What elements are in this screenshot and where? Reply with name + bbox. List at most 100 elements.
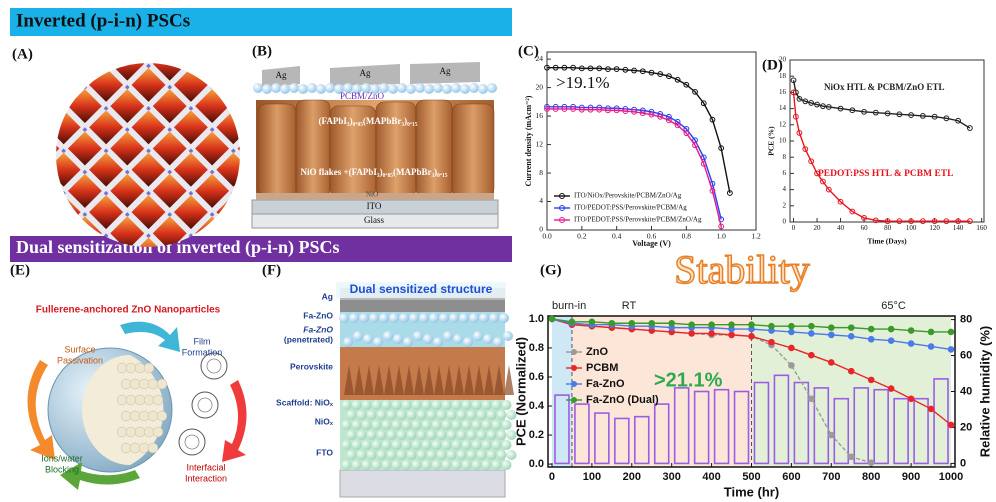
sphere	[413, 331, 423, 341]
chart: burn-inRT65°C010020030040050060070080090…	[513, 247, 992, 499]
base-layer	[340, 470, 505, 497]
x-tick-label: 900	[902, 471, 920, 483]
sphere	[502, 400, 512, 410]
panel-label: (B)	[252, 43, 272, 59]
sphere	[462, 460, 472, 470]
layer-label: Ag	[276, 70, 287, 80]
sphere	[402, 400, 412, 410]
sphere	[372, 460, 382, 470]
sphere	[503, 331, 513, 341]
sphere	[399, 313, 409, 323]
series-label: PEDOT:PSS HTL & PCBM ETL	[818, 169, 953, 179]
layer-label: FTO	[316, 447, 333, 457]
sphere	[502, 420, 512, 430]
data-point	[928, 344, 934, 350]
sphere	[462, 440, 472, 450]
sphere	[477, 430, 487, 440]
y2-tick-label: 20	[960, 421, 972, 433]
chart-title: Stability	[674, 247, 810, 292]
y-tick-label: 18	[779, 72, 787, 80]
sphere	[352, 440, 362, 450]
series-label: NiOx HTL & PCBM/ZnO ETL	[824, 82, 945, 92]
legend-marker	[572, 350, 577, 355]
legend-label: ITO/PEDOT:PSS/Perovskite/PCBM/ZnO/Ag	[574, 216, 702, 224]
x-tick-label: 1.2	[751, 231, 761, 240]
x-tick-label: 120	[929, 224, 940, 232]
x-tick-label: 20	[814, 224, 822, 232]
illustration-label: Surface	[64, 344, 95, 354]
sphere	[417, 450, 427, 460]
data-point	[888, 326, 894, 332]
sphere	[483, 334, 493, 344]
sphere	[432, 400, 442, 410]
sphere	[433, 83, 443, 93]
data-point	[809, 323, 815, 329]
data-point	[769, 323, 775, 329]
y-tick-label: 0.0	[529, 458, 544, 470]
data-point	[908, 341, 914, 347]
data-point	[809, 352, 815, 358]
sphere	[387, 450, 397, 460]
x-tick-label: 100	[583, 471, 601, 483]
layer-label: Perovskite	[290, 361, 333, 371]
y-tick-label: 12	[779, 120, 787, 128]
sphere	[499, 313, 509, 323]
ball	[135, 395, 145, 405]
data-point	[908, 396, 914, 402]
sphere	[473, 331, 483, 341]
sphere	[442, 460, 452, 470]
ball	[126, 427, 136, 437]
sphere	[397, 410, 407, 420]
sphere	[397, 450, 407, 460]
sphere	[362, 400, 372, 410]
y-tick-label: 4	[783, 185, 787, 193]
layer-label: Ag	[360, 68, 371, 78]
sphere	[377, 410, 387, 420]
sphere	[439, 313, 449, 323]
data-point	[848, 368, 854, 374]
sphere	[487, 450, 497, 460]
y-axis-label: PCE (Normalized)	[513, 337, 528, 446]
data-point	[888, 338, 894, 344]
layer-label: NiO flakes +(FAPbI₃)₀.₈₅(MAPbBr₃)₀.₁₅	[300, 167, 447, 177]
sphere	[457, 430, 467, 440]
sphere	[422, 420, 432, 430]
sphere	[402, 440, 412, 450]
sphere	[415, 83, 425, 93]
sphere	[280, 84, 290, 94]
sphere	[383, 331, 393, 341]
sphere	[460, 84, 470, 94]
sphere	[442, 420, 452, 430]
cage	[185, 435, 199, 449]
legend-label: ZnO	[586, 346, 608, 358]
data-point	[948, 347, 954, 353]
y-tick-label: 6	[783, 169, 787, 177]
y-tick-label: 8	[539, 168, 543, 177]
y-tick-label: 2	[783, 201, 787, 209]
ball	[126, 363, 136, 373]
sphere	[397, 430, 407, 440]
layer-label: Fa-ZnO	[303, 324, 333, 334]
grain	[296, 100, 330, 196]
sphere	[477, 410, 487, 420]
sphere	[469, 313, 479, 323]
y-tick-label: 1.0	[529, 313, 544, 325]
x-tick-label: 0	[792, 224, 796, 232]
sphere	[422, 460, 432, 470]
data-point	[888, 386, 894, 392]
x-tick-label: 80	[884, 224, 892, 232]
y-tick-label: 8	[783, 153, 787, 161]
sphere	[479, 313, 489, 323]
ball	[157, 379, 167, 389]
sphere	[472, 420, 482, 430]
data-point	[789, 363, 795, 369]
x-tick-label: 160	[976, 224, 987, 232]
crystal-pattern	[50, 60, 250, 260]
ball	[148, 379, 158, 389]
y-tick-label: 24	[536, 54, 544, 63]
sphere	[342, 460, 352, 470]
x-tick-label: 1000	[939, 471, 963, 483]
sphere	[482, 400, 492, 410]
ball	[157, 411, 167, 421]
